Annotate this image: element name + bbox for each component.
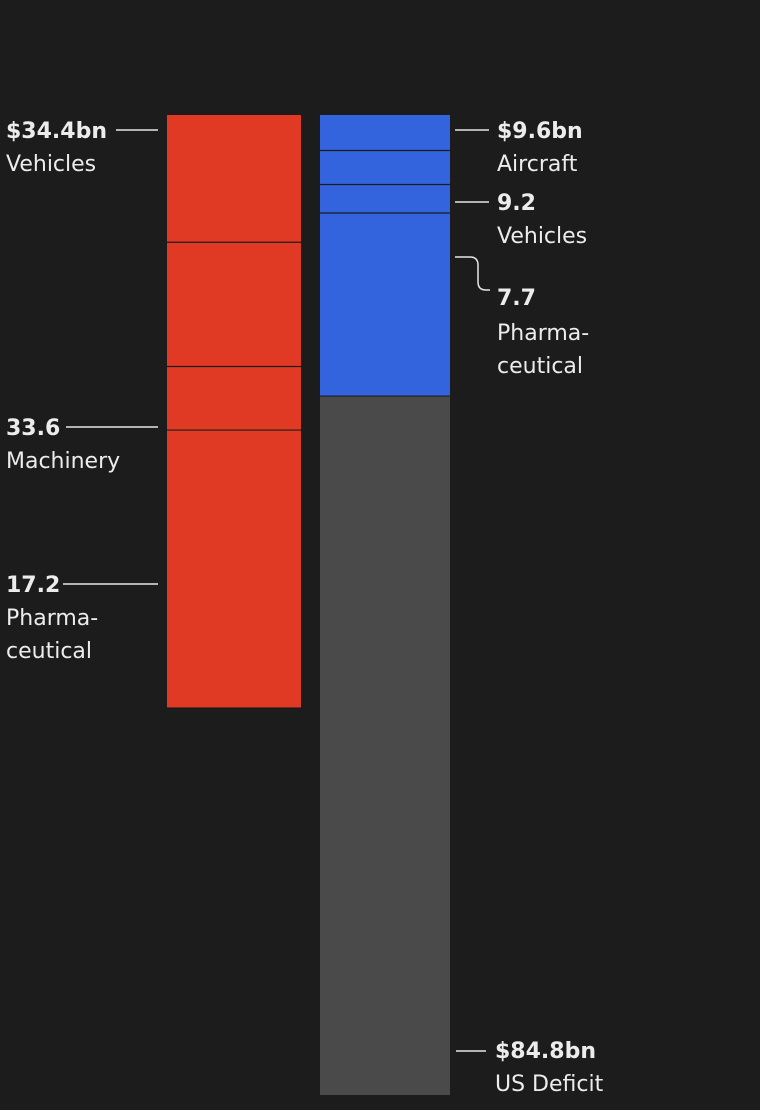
left-name-label-machinery: Machinery: [6, 449, 120, 474]
left-value-label-machinery: 33.6: [6, 416, 60, 441]
left-bar-segment-2: [167, 242, 301, 367]
left-value-label-pharmaceutical: 17.2: [6, 573, 60, 598]
deficit-value-label: $84.8bn: [495, 1039, 596, 1064]
right-value-label-vehicles: 9.2: [497, 191, 536, 216]
left-name-label-pharmaceutical: Pharma-: [6, 606, 98, 631]
right-bar-segment-2: [320, 150, 450, 185]
deficit-name-label: US Deficit: [495, 1072, 604, 1097]
right-name-label-pharmaceutical: ceutical: [497, 354, 583, 379]
right-value-label-pharmaceutical: 7.7: [497, 286, 536, 311]
deficit-segment: [320, 396, 450, 1095]
left-bar-segment-4: [167, 430, 301, 708]
right-name-label-aircraft: Aircraft: [497, 152, 578, 177]
right-bar-segment-1: [320, 115, 450, 151]
right-name-label-vehicles: Vehicles: [497, 224, 587, 249]
left-bar-segment-3: [167, 366, 301, 431]
left-bar: [167, 115, 301, 708]
right-value-label-aircraft: $9.6bn: [497, 119, 583, 144]
left-value-label-vehicles: $34.4bn: [6, 119, 107, 144]
segment-labels: $34.4bn Vehicles 33.6 Machinery 17.2 Pharma-c…: [6, 119, 604, 1097]
left-name-label-vehicles: Vehicles: [6, 152, 96, 177]
right-name-label-pharmaceutical: Pharma-: [497, 321, 589, 346]
left-name-label-pharmaceutical: ceutical: [6, 639, 92, 664]
right-bar-segment-4: [320, 213, 450, 397]
right-bar-segment-3: [320, 184, 450, 213]
right-leader-elbow: [455, 256, 490, 291]
left-bar-segment-1: [167, 115, 301, 243]
right-bar: [320, 115, 450, 1095]
